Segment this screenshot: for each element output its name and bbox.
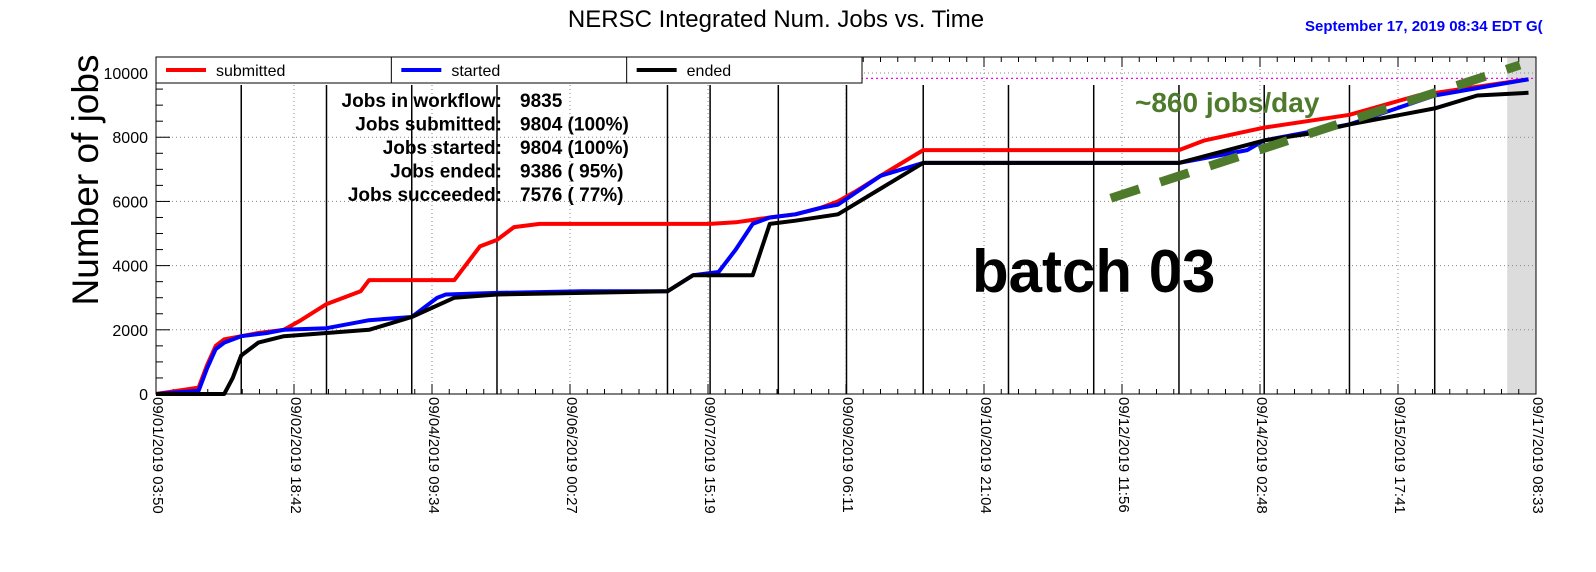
x-tick-label: 09/01/2019 03:50 [149, 397, 166, 514]
series-line-ended [156, 90, 1529, 396]
timestamp-label: September 17, 2019 08:34 EDT G( [1305, 18, 1543, 35]
x-tick-label: 09/06/2019 00:27 [563, 397, 580, 514]
fit-trend-line [1109, 60, 1522, 203]
legend-box [155, 56, 863, 84]
y-tick-label: 0 [139, 387, 148, 404]
fit-rate-label: ~860 jobs/day [1135, 87, 1320, 118]
stats-value: 9386 ( 95%) [520, 162, 624, 183]
x-tick-label: 09/07/2019 15:19 [701, 397, 718, 514]
chart-title: NERSC Integrated Num. Jobs vs. Time [568, 6, 984, 33]
x-tick-label: 09/10/2019 21:04 [977, 397, 994, 514]
legend-label-submitted: submitted [216, 63, 285, 80]
stats-label: Jobs submitted: [355, 115, 502, 136]
y-tick-label: 8000 [112, 130, 148, 147]
stats-label: Jobs started: [383, 138, 502, 159]
y-tick-label: 4000 [112, 259, 148, 276]
shaded-region [1507, 57, 1536, 394]
x-tick-label: 09/17/2019 08:33 [1529, 397, 1546, 514]
stats-value: 9804 (100%) [520, 115, 629, 136]
stats-value: 9804 (100%) [520, 138, 629, 159]
y-tick-label: 2000 [112, 323, 148, 340]
legend-label-started: started [451, 63, 500, 80]
stats-value: 7576 ( 77%) [520, 185, 624, 206]
stats-label: Jobs in workflow: [342, 91, 502, 112]
y-tick-label: 6000 [112, 194, 148, 211]
x-tick-label: 09/04/2019 09:34 [425, 397, 442, 514]
plot-area: 0 2000 4000 6000 8000 10000 09/01/2019 03:50 09… [104, 56, 1546, 514]
stats-value: 9835 [520, 91, 563, 112]
y-tick-label: 10000 [104, 66, 149, 83]
x-tick-label: 09/12/2019 11:56 [1115, 397, 1132, 513]
stats-label: Jobs ended: [390, 162, 502, 183]
y-axis-label: Number of jobs [65, 55, 106, 306]
stats-label: Jobs succeeded: [348, 185, 502, 206]
legend-label-ended: ended [687, 63, 732, 80]
batch-label: batch 03 [972, 238, 1215, 305]
x-tick-label: 09/15/2019 17:41 [1391, 397, 1408, 514]
x-tick-label: 09/02/2019 18:42 [287, 397, 304, 514]
x-tick-label: 09/09/2019 06:11 [839, 397, 856, 513]
x-tick-label: 09/14/2019 02:48 [1253, 397, 1270, 514]
